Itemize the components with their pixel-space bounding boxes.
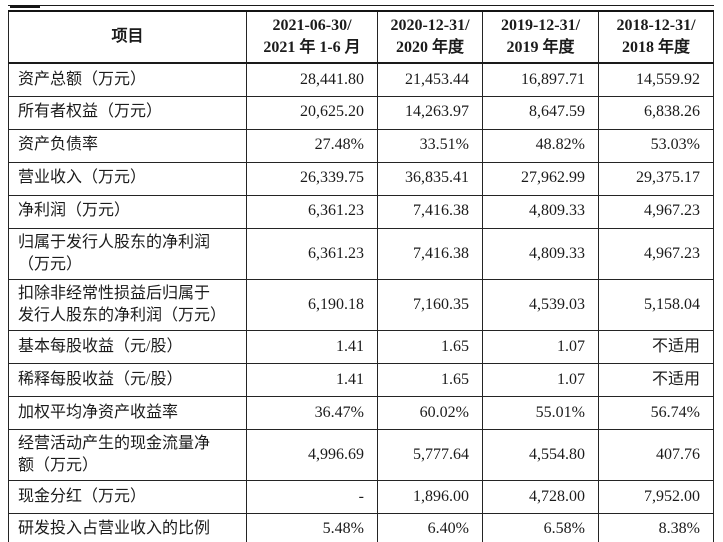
value-cell: 60.02% bbox=[377, 395, 483, 430]
value-cell: 4,539.03 bbox=[482, 278, 599, 331]
row-label: 所有者权益（万元） bbox=[8, 95, 247, 130]
value-cell: 不适用 bbox=[598, 362, 714, 397]
header-period-2021h1: 2021-06-30/ 2021 年 1-6 月 bbox=[246, 10, 378, 64]
value-cell: 36.47% bbox=[246, 395, 378, 430]
value-cell: 1.41 bbox=[246, 362, 378, 397]
value-cell: 55.01% bbox=[482, 395, 599, 430]
value-cell: 7,952.00 bbox=[598, 479, 714, 514]
header-period-2019: 2019-12-31/ 2019 年度 bbox=[482, 10, 599, 64]
table-row: 经营活动产生的现金流量净 额（万元） 4,996.69 5,777.64 4,554.… bbox=[8, 428, 714, 481]
value-cell: 7,416.38 bbox=[377, 227, 483, 280]
value-cell: 21,453.44 bbox=[377, 62, 483, 97]
value-cell: 27.48% bbox=[246, 128, 378, 163]
value-cell: 4,809.33 bbox=[482, 227, 599, 280]
value-cell: 27,962.99 bbox=[482, 161, 599, 196]
value-cell: 6,838.26 bbox=[598, 95, 714, 130]
value-cell: 8,647.59 bbox=[482, 95, 599, 130]
value-cell: 16,897.71 bbox=[482, 62, 599, 97]
row-label: 加权平均净资产收益率 bbox=[8, 395, 247, 430]
table-head: 项目 2021-06-30/ 2021 年 1-6 月 2020-12-31/ … bbox=[8, 10, 714, 64]
value-cell: 53.03% bbox=[598, 128, 714, 163]
table-row: 基本每股收益（元/股） 1.41 1.65 1.07 不适用 bbox=[8, 329, 714, 364]
value-cell: 6,361.23 bbox=[246, 227, 378, 280]
row-label: 扣除非经常性损益后归属于 发行人股东的净利润（万元） bbox=[8, 278, 247, 331]
header-period-2020: 2020-12-31/ 2020 年度 bbox=[377, 10, 483, 64]
value-cell: - bbox=[246, 479, 378, 514]
value-cell: 6,190.18 bbox=[246, 278, 378, 331]
row-label: 经营活动产生的现金流量净 额（万元） bbox=[8, 428, 247, 481]
table-row: 资产总额（万元） 28,441.80 21,453.44 16,897.71 14,55… bbox=[8, 62, 714, 97]
value-cell: 4,967.23 bbox=[598, 227, 714, 280]
table-row: 研发投入占营业收入的比例 5.48% 6.40% 6.58% 8.38% bbox=[8, 512, 714, 542]
value-cell: 14,263.97 bbox=[377, 95, 483, 130]
value-cell: 1,896.00 bbox=[377, 479, 483, 514]
value-cell: 1.65 bbox=[377, 362, 483, 397]
value-cell: 6.58% bbox=[482, 512, 599, 542]
row-label: 归属于发行人股东的净利润 （万元） bbox=[8, 227, 247, 280]
value-cell: 4,967.23 bbox=[598, 194, 714, 229]
header-row: 项目 2021-06-30/ 2021 年 1-6 月 2020-12-31/ … bbox=[8, 10, 714, 64]
value-cell: 26,339.75 bbox=[246, 161, 378, 196]
table-row: 净利润（万元） 6,361.23 7,416.38 4,809.33 4,967.23 bbox=[8, 194, 714, 229]
document-sheet: 项目 2021-06-30/ 2021 年 1-6 月 2020-12-31/ … bbox=[8, 5, 714, 542]
row-label: 稀释每股收益（元/股） bbox=[8, 362, 247, 397]
value-cell: 4,809.33 bbox=[482, 194, 599, 229]
value-cell: 48.82% bbox=[482, 128, 599, 163]
value-cell: 6.40% bbox=[377, 512, 483, 542]
row-label: 资产负债率 bbox=[8, 128, 247, 163]
value-cell: 7,160.35 bbox=[377, 278, 483, 331]
row-label: 研发投入占营业收入的比例 bbox=[8, 512, 247, 542]
table-row: 现金分红（万元） -1,896.00 4,728.00 7,952.00 bbox=[8, 479, 714, 514]
value-cell: 56.74% bbox=[598, 395, 714, 430]
value-cell: 29,375.17 bbox=[598, 161, 714, 196]
value-cell: 6,361.23 bbox=[246, 194, 378, 229]
table-row: 扣除非经常性损益后归属于 发行人股东的净利润（万元） 6,190.18 7,160.… bbox=[8, 278, 714, 331]
header-item: 项目 bbox=[8, 10, 247, 64]
value-cell: 407.76 bbox=[598, 428, 714, 481]
row-label: 基本每股收益（元/股） bbox=[8, 329, 247, 364]
value-cell: 20,625.20 bbox=[246, 95, 378, 130]
value-cell: 1.07 bbox=[482, 329, 599, 364]
value-cell: 28,441.80 bbox=[246, 62, 378, 97]
row-label: 营业收入（万元） bbox=[8, 161, 247, 196]
value-cell: 33.51% bbox=[377, 128, 483, 163]
value-cell: 4,554.80 bbox=[482, 428, 599, 481]
scan-edge-artifact bbox=[10, 5, 40, 8]
value-cell: 14,559.92 bbox=[598, 62, 714, 97]
financial-summary-table: 项目 2021-06-30/ 2021 年 1-6 月 2020-12-31/ … bbox=[8, 10, 714, 542]
value-cell: 1.41 bbox=[246, 329, 378, 364]
table-body: 资产总额（万元） 28,441.80 21,453.44 16,897.71 14,55… bbox=[8, 62, 714, 542]
value-cell: 4,996.69 bbox=[246, 428, 378, 481]
table-row: 所有者权益（万元） 20,625.20 14,263.97 8,647.59 6,838… bbox=[8, 95, 714, 130]
table-row: 营业收入（万元） 26,339.75 36,835.41 27,962.99 29,37… bbox=[8, 161, 714, 196]
row-label: 现金分红（万元） bbox=[8, 479, 247, 514]
value-cell: 5,158.04 bbox=[598, 278, 714, 331]
table-row: 加权平均净资产收益率 36.47% 60.02% 55.01% 56.74% bbox=[8, 395, 714, 430]
header-period-2018: 2018-12-31/ 2018 年度 bbox=[598, 10, 714, 64]
value-cell: 5,777.64 bbox=[377, 428, 483, 481]
row-label: 净利润（万元） bbox=[8, 194, 247, 229]
table-row: 稀释每股收益（元/股） 1.41 1.65 1.07 不适用 bbox=[8, 362, 714, 397]
value-cell: 5.48% bbox=[246, 512, 378, 542]
value-cell: 7,416.38 bbox=[377, 194, 483, 229]
table-row: 资产负债率 27.48% 33.51% 48.82% 53.03% bbox=[8, 128, 714, 163]
value-cell: 8.38% bbox=[598, 512, 714, 542]
value-cell: 4,728.00 bbox=[482, 479, 599, 514]
value-cell: 1.65 bbox=[377, 329, 483, 364]
value-cell: 36,835.41 bbox=[377, 161, 483, 196]
value-cell: 1.07 bbox=[482, 362, 599, 397]
row-label: 资产总额（万元） bbox=[8, 62, 247, 97]
table-row: 归属于发行人股东的净利润 （万元） 6,361.23 7,416.38 4,809.3… bbox=[8, 227, 714, 280]
value-cell: 不适用 bbox=[598, 329, 714, 364]
